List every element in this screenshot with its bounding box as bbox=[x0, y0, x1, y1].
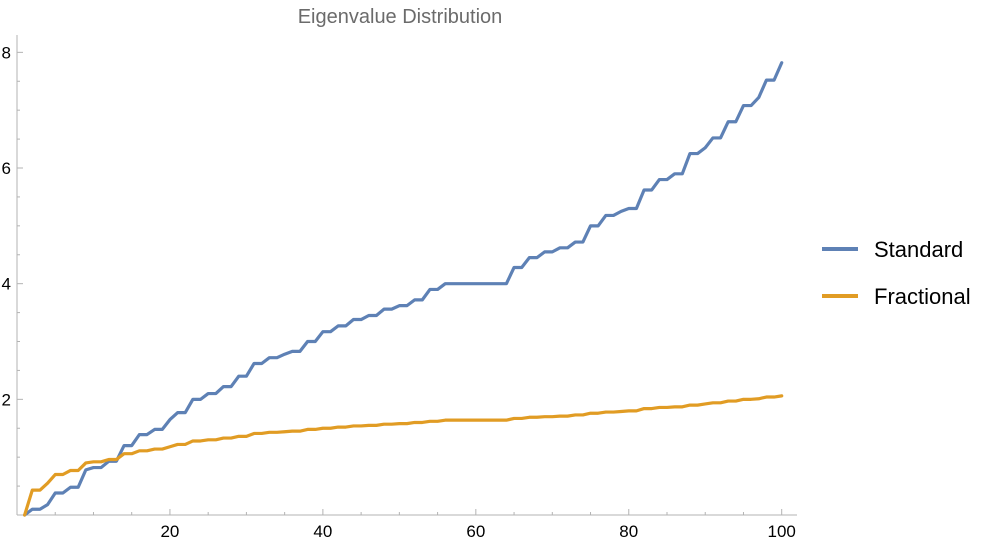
y-tick-label: 6 bbox=[2, 159, 11, 178]
plot-series bbox=[23, 61, 784, 517]
axes: 20 40 60 80 100 2 4 6 8 bbox=[2, 35, 797, 541]
y-tick-label: 2 bbox=[2, 390, 11, 409]
legend-label-standard: Standard bbox=[874, 237, 963, 262]
legend-label-fractional: Fractional bbox=[874, 284, 971, 309]
x-tick-label: 60 bbox=[466, 522, 485, 541]
legend: Standard Fractional bbox=[822, 237, 971, 309]
x-tick-label: 40 bbox=[313, 522, 332, 541]
x-tick-label: 80 bbox=[619, 522, 638, 541]
x-tick-label: 20 bbox=[160, 522, 179, 541]
y-tick-label: 8 bbox=[2, 43, 11, 62]
y-tick-label: 4 bbox=[2, 275, 11, 294]
chart-title: Eigenvalue Distribution bbox=[298, 6, 503, 28]
series-line-standard bbox=[23, 61, 784, 517]
x-tick-label: 100 bbox=[768, 522, 796, 541]
series-line-fractional bbox=[23, 394, 784, 517]
